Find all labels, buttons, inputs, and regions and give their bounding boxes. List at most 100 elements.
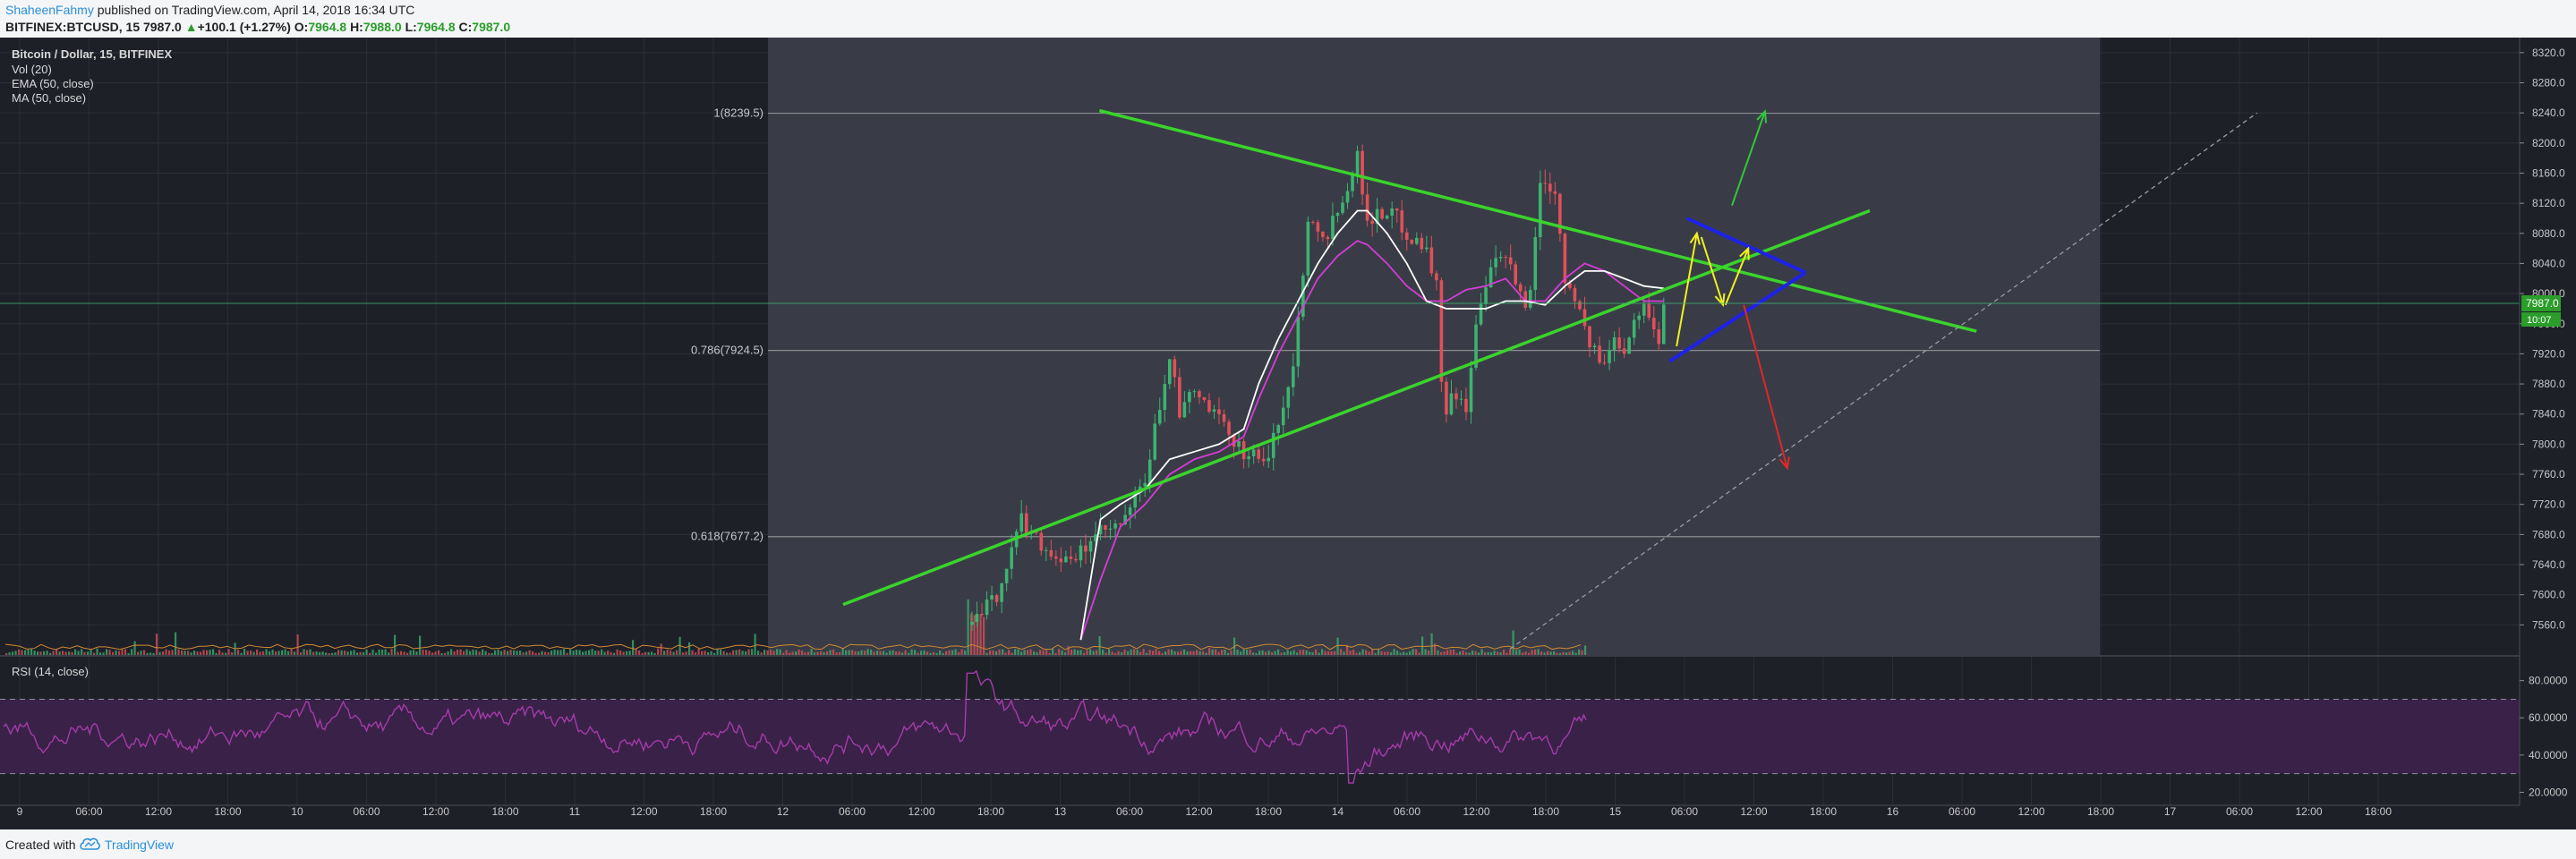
candle-body [1484,287,1488,304]
author-link[interactable]: ShaheenFahmy [5,3,94,17]
pane-separator[interactable] [0,655,2520,657]
volume-bar [1142,649,1145,655]
volume-bar [1305,650,1308,655]
time-tick-label: 12:00 [2295,805,2322,818]
time-axis[interactable]: 9 06:00 12:00 18:00 10 06:00 12:00 18:00 11 12:00… [0,804,2576,829]
volume-bar [158,651,161,655]
volume-bar [1158,651,1161,655]
volume-bar [1428,651,1430,655]
volume-bar [1202,651,1205,655]
volume-bar [262,651,265,655]
price-axis[interactable]: 8320.0 8280.0 8240.0 8200.0 8160.0 8120.0 8080… [2519,38,2576,805]
volume-bar [1528,652,1531,655]
price-tick-label: 8040.0 [2532,257,2565,269]
volume-bar [8,651,11,655]
change-up-icon: ▲ [184,20,198,34]
tradingview-link[interactable]: TradingView [105,838,175,852]
volume-bar [1361,649,1364,655]
countdown-badge [2521,312,2561,327]
volume-bar [1330,651,1333,655]
candle-body [1335,213,1340,217]
volume-bar [246,651,249,655]
volume-bar [722,651,725,655]
volume-bar [741,651,744,655]
time-tick-label: 16 [1887,805,1899,818]
volume-bar [1284,651,1286,655]
volume-bar [1437,650,1439,655]
candle-body [1558,193,1562,234]
volume-bar [948,650,951,655]
volume-bar [1180,651,1182,655]
volume-bar [1096,650,1098,655]
candle-body [1271,432,1275,458]
chart-area[interactable]: 1(8239.5) 0.786(7924.5) 0.618(7677.2) 8320… [0,38,2576,829]
volume-bar [1205,652,1207,655]
candle-body [1237,441,1241,447]
volume-bar [841,648,844,655]
candle-body [1059,558,1063,563]
dashed-trendline [1509,112,2258,650]
volume-bar [908,652,910,655]
volume-bar [603,651,606,655]
volume-bar [1086,650,1088,655]
volume-bars [4,599,1587,655]
volume-bar [979,614,982,655]
volume-bar [1177,651,1180,655]
volume-bar [1042,650,1045,655]
volume-bar [1352,650,1355,655]
time-tick-label: 12:00 [1463,805,1489,818]
volume-bar [795,651,798,655]
tradingview-cloud-icon[interactable] [79,837,100,851]
volume-bar [356,652,359,655]
volume-bar [1424,649,1427,655]
candle-body [1074,558,1078,561]
ema-50-line [1079,209,1664,641]
volume-bar [87,651,90,655]
volume-bar [1242,649,1245,655]
volume-bar [716,649,719,655]
volume-bar [826,651,829,655]
candle-body [1375,208,1379,225]
volume-bar [1161,652,1164,655]
volume-bar [1443,651,1446,655]
volume-bar [1324,651,1326,655]
volume-bar [344,651,346,655]
footer: Created with TradingView [0,829,2576,859]
volume-bar [1365,650,1368,655]
volume-bar [1384,651,1386,655]
volume-bar [1280,652,1283,655]
candle-body [1321,231,1325,237]
volume-bar [309,649,311,655]
volume-bar [1503,650,1506,655]
volume-bar [1004,652,1007,655]
candle-body [1261,458,1266,462]
volume-bar [1274,651,1276,655]
volume-bar [1070,649,1073,655]
price-tick-label: 8280.0 [2532,76,2565,89]
red-arrowhead [1778,456,1790,471]
volume-bar [108,650,111,655]
volume-bar [860,650,863,655]
volume-bar [37,651,39,655]
volume-bar [713,652,716,655]
rsi-band-fill [0,699,2520,774]
yellow-arrow [1724,248,1750,306]
volume-bar [359,651,362,655]
volume-bar [951,650,954,655]
volume-bar [287,651,290,655]
volume-bar [137,651,140,655]
volume-bar [1553,651,1556,655]
green-arrowhead [1756,109,1768,123]
time-tick-label: 18:00 [1532,805,1559,818]
volume-bar [14,651,17,655]
volume-bar [1415,649,1418,655]
current-price-label: 7987.0 [2526,297,2559,310]
volume-bar [482,649,484,655]
time-tick-label: 18:00 [700,805,727,818]
green-arrow [1731,111,1766,206]
volume-bar [647,651,650,655]
volume-bar [68,651,71,655]
created-with-text: Created with [5,838,76,852]
c-label: C: [458,20,473,34]
volume-bar [798,649,800,655]
